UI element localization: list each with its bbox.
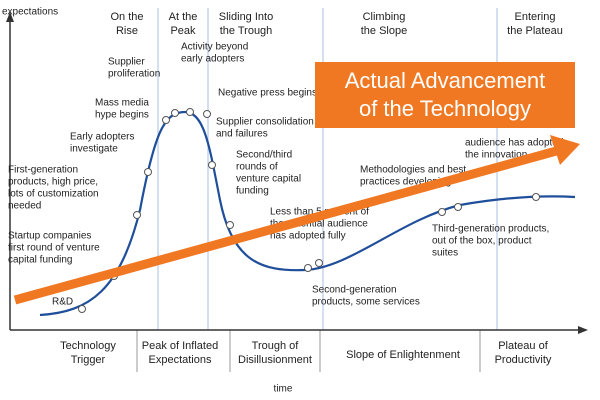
curve-marker	[226, 221, 234, 229]
curve-marker	[454, 203, 462, 211]
curve-markers	[78, 108, 540, 313]
curve-marker	[315, 259, 323, 267]
annotation: has adopted fully	[270, 231, 346, 242]
curve-marker	[171, 109, 179, 117]
phase-footer: Productivity	[495, 354, 552, 366]
annotation: Startup companies	[8, 231, 91, 242]
phase-header: the Trough	[220, 25, 273, 37]
phase-footer: Trigger	[71, 354, 106, 366]
advancement-arrow	[13, 145, 562, 305]
annotation: Negative press begins	[218, 88, 317, 99]
annotation: first round of venture	[8, 243, 100, 254]
phase-header: the Slope	[361, 25, 407, 37]
axis-arrow	[578, 326, 588, 334]
annotation: audience has adopted	[465, 138, 563, 149]
curve-marker	[162, 116, 170, 124]
annotation: early adopters	[181, 54, 244, 65]
overlay-box	[315, 62, 575, 128]
curve-marker	[208, 161, 216, 169]
labels: On the Rise At the Peak Sliding Into the Trou…	[8, 11, 563, 366]
x-axis-label: time	[274, 384, 293, 395]
annotation: R&D	[52, 297, 73, 308]
phase-footer: Trough of	[252, 340, 300, 352]
phase-footer: Plateau of	[498, 340, 548, 352]
phase-header: Entering	[515, 11, 556, 23]
annotation: Second-generation	[312, 285, 397, 296]
curve-marker	[532, 193, 540, 201]
annotation: Early adopters	[70, 132, 134, 143]
overlay-text: of the Technology	[359, 96, 531, 121]
axis-arrow	[6, 12, 14, 22]
phase-footer: Expectations	[149, 354, 212, 366]
annotation: proliferation	[108, 69, 160, 80]
phase-header: Rise	[116, 25, 138, 37]
arrow-head	[550, 135, 580, 165]
annotation: Third-generation products,	[432, 224, 549, 235]
annotation: lots of customization	[8, 189, 99, 200]
phase-header: On the	[110, 11, 143, 23]
curve-marker	[133, 211, 141, 219]
annotation: funding	[236, 186, 269, 197]
annotation: and failures	[216, 129, 268, 140]
phase-header: Peak	[170, 25, 196, 37]
annotation: Supplier consolidation	[216, 117, 314, 128]
phase-footer: Disillusionment	[238, 354, 312, 366]
annotation: Methodologies and best	[360, 165, 466, 176]
annotation: the potential audience	[270, 219, 368, 230]
annotation: products, some services	[312, 297, 420, 308]
annotation: Activity beyond	[181, 42, 248, 53]
annotation: needed	[8, 201, 41, 212]
annotation: hype begins	[95, 110, 149, 121]
annotation: First-generation	[8, 165, 78, 176]
curve-marker	[78, 305, 86, 313]
annotation: Mass media	[95, 98, 149, 109]
annotation: the innovation	[465, 150, 527, 161]
phase-header: Climbing	[363, 11, 406, 23]
curve-marker	[438, 208, 446, 216]
curve-marker	[203, 110, 211, 118]
annotation: venture capital	[236, 174, 301, 185]
phase-header: the Plateau	[507, 25, 563, 37]
annotation: Second/third	[236, 150, 292, 161]
annotation: practices developing	[360, 177, 451, 188]
phase-header: At the	[169, 11, 198, 23]
curve-marker	[304, 264, 312, 272]
annotation: products, high price,	[8, 177, 98, 188]
curve-marker	[186, 108, 194, 116]
phase-footer: Slope of Enlightenment	[346, 349, 460, 361]
annotation: Supplier	[108, 57, 145, 68]
phase-header: Sliding Into	[219, 11, 273, 23]
phase-footer: Peak of Inflated	[142, 340, 218, 352]
annotation: capital funding	[8, 255, 73, 266]
overlay-text: Actual Advancement	[345, 68, 546, 93]
phase-footer: Technology	[60, 340, 116, 352]
annotation: suites	[432, 248, 458, 259]
y-axis-label: expectations	[2, 7, 58, 18]
annotation: rounds of	[236, 162, 278, 173]
annotation: out of the box, product	[432, 236, 532, 247]
curve-marker	[144, 168, 152, 176]
annotation: investigate	[70, 144, 118, 155]
